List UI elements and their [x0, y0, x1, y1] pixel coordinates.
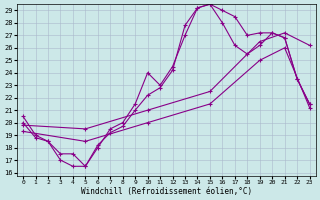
X-axis label: Windchill (Refroidissement éolien,°C): Windchill (Refroidissement éolien,°C) — [81, 187, 252, 196]
